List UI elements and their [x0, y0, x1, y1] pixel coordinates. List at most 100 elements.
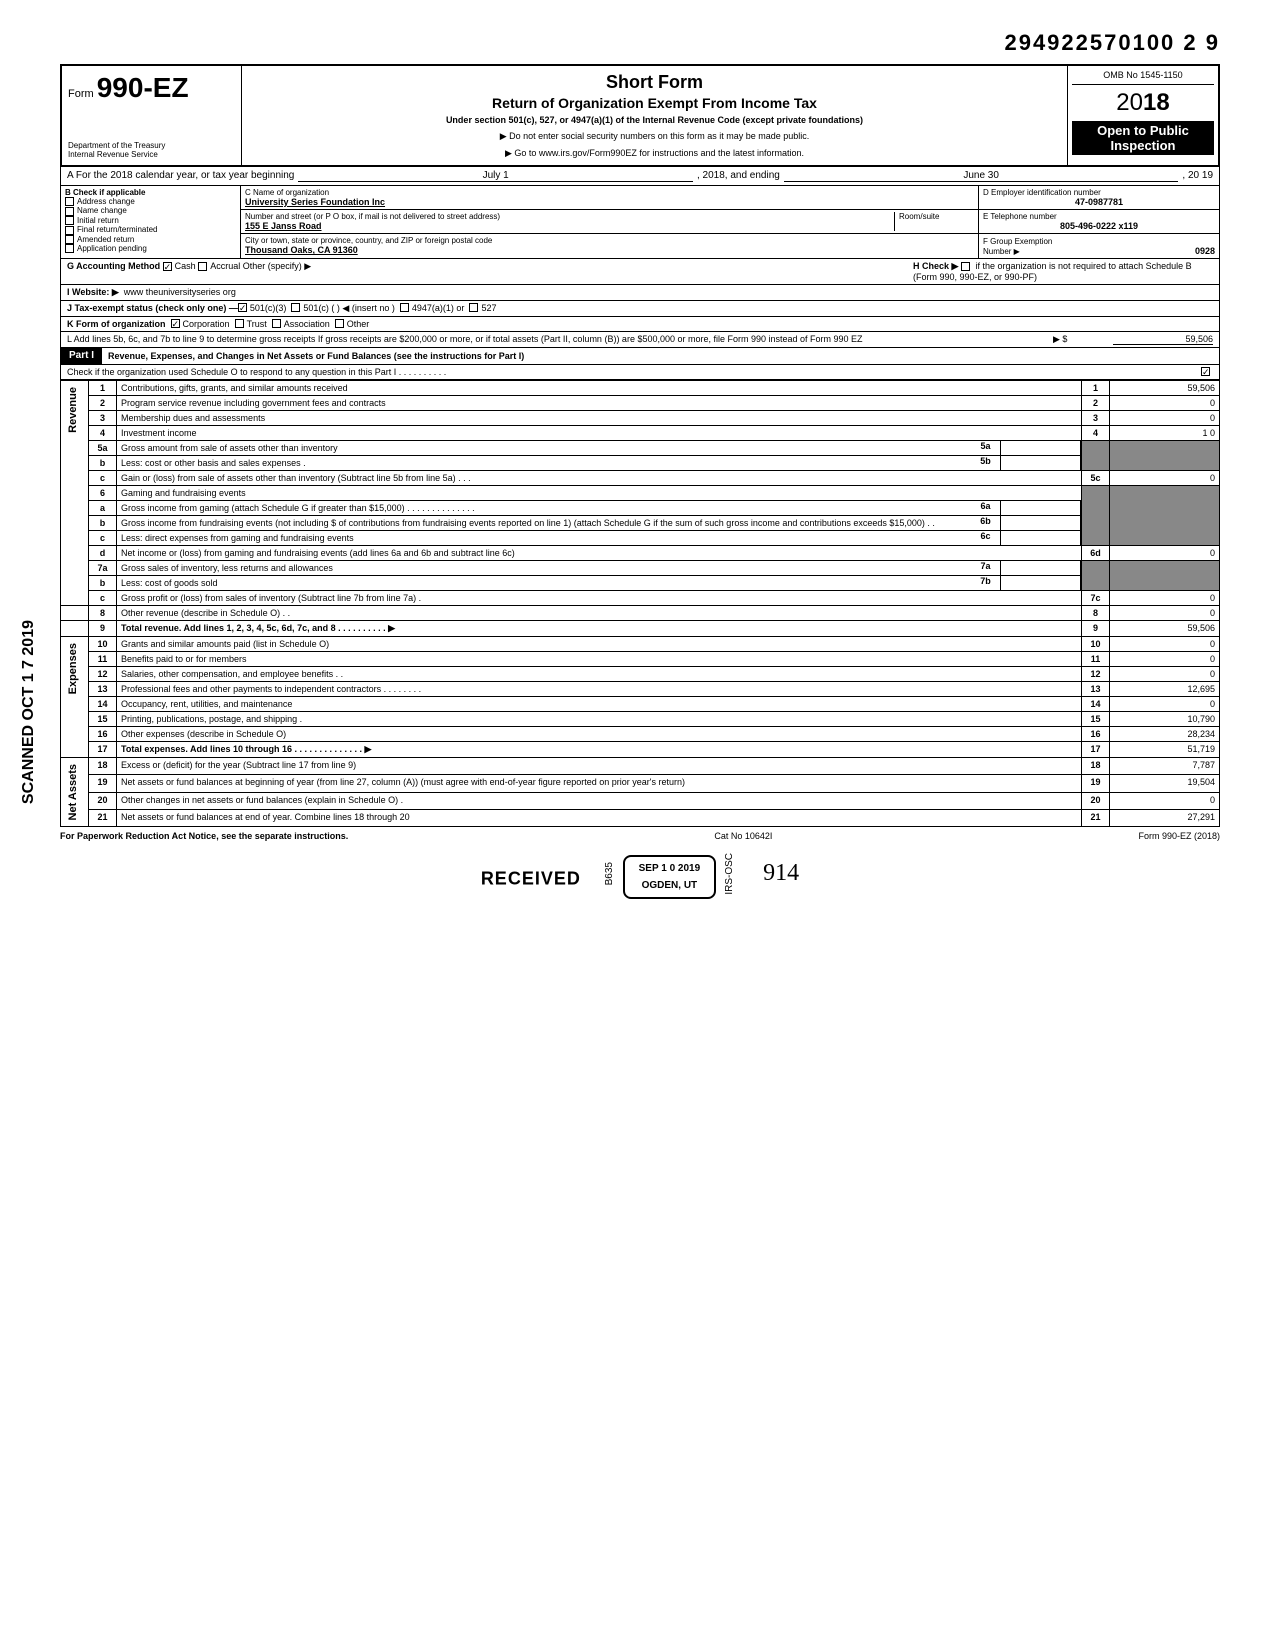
section-expenses: Expenses [65, 639, 81, 698]
l5b-iln: 5b [971, 456, 1001, 470]
org-name: University Series Foundation Inc [245, 197, 974, 207]
cb-amended[interactable] [65, 235, 74, 244]
open-public-2: Inspection [1074, 138, 1212, 153]
b635-stamp: B635 [604, 862, 615, 885]
l5a-num: 5a [89, 441, 117, 456]
l14-ln: 14 [1082, 697, 1110, 712]
cb-final-return[interactable] [65, 226, 74, 235]
cb-501c3[interactable] [238, 303, 247, 312]
l5c-num: c [89, 471, 117, 486]
irs-osc-stamp: IRS-OSC [724, 853, 735, 895]
l17-amt: 51,719 [1110, 742, 1220, 758]
l18-desc: Excess or (deficit) for the year (Subtra… [117, 758, 1082, 775]
cb-association[interactable] [272, 319, 281, 328]
lbl-527: 527 [481, 303, 496, 314]
cb-address-change[interactable] [65, 197, 74, 206]
l20-desc: Other changes in net assets or fund bala… [117, 792, 1082, 809]
l9-ln: 9 [1082, 621, 1110, 637]
l6d-num: d [89, 546, 117, 561]
l19-ln: 19 [1082, 775, 1110, 792]
l15-ln: 15 [1082, 712, 1110, 727]
lbl-corporation: Corporation [183, 319, 230, 329]
l7b-iamt [1001, 576, 1081, 590]
l5a-desc: Gross amount from sale of assets other t… [117, 441, 971, 455]
l16-num: 16 [89, 727, 117, 742]
l3-amt: 0 [1110, 411, 1220, 426]
document-number: 294922570100 2 9 [60, 30, 1220, 56]
cb-trust[interactable] [235, 319, 244, 328]
l5a-iamt [1001, 441, 1081, 455]
l8-ln: 8 [1082, 606, 1110, 621]
l14-amt: 0 [1110, 697, 1220, 712]
lbl-app-pending: Application pending [77, 244, 147, 253]
cb-accrual[interactable] [198, 262, 207, 271]
l6a-iamt [1001, 501, 1081, 515]
row-l-arrow: ▶ $ [1053, 334, 1113, 345]
lbl-amended: Amended return [77, 235, 134, 244]
l4-ln: 4 [1082, 426, 1110, 441]
part1-check-line: Check if the organization used Schedule … [67, 367, 1201, 377]
tax-year: 20201818 [1072, 89, 1214, 117]
group-num: 0928 [1195, 246, 1215, 256]
cb-app-pending[interactable] [65, 244, 74, 253]
group-num-label: Number ▶ [983, 247, 1020, 256]
l15-amt: 10,790 [1110, 712, 1220, 727]
cb-527[interactable] [469, 303, 478, 312]
l13-ln: 13 [1082, 682, 1110, 697]
l7a-num: 7a [89, 561, 117, 576]
l12-num: 12 [89, 667, 117, 682]
cb-corporation[interactable] [171, 319, 180, 328]
lbl-initial-return: Initial return [77, 216, 119, 225]
lbl-final-return: Final return/terminated [77, 225, 157, 234]
cb-initial-return[interactable] [65, 216, 74, 225]
l5c-desc: Gain or (loss) from sale of assets other… [117, 471, 1082, 486]
cb-other-org[interactable] [335, 319, 344, 328]
l5b-num: b [89, 456, 117, 471]
l13-desc: Professional fees and other payments to … [117, 682, 1082, 697]
cb-501c[interactable] [291, 303, 300, 312]
l9-desc: Total revenue. Add lines 1, 2, 3, 4, 5c,… [117, 621, 1082, 637]
room-label: Room/suite [899, 212, 974, 221]
lbl-name-change: Name change [77, 206, 127, 215]
footer-right: Form 990-EZ (2018) [1138, 831, 1220, 841]
line-a: A For the 2018 calendar year, or tax yea… [60, 167, 1220, 186]
title-short-form: Short Form [248, 72, 1061, 93]
box-c-city-label: City or town, state or province, country… [245, 236, 974, 245]
section-revenue: Revenue [65, 383, 81, 437]
l12-desc: Salaries, other compensation, and employ… [117, 667, 1082, 682]
ein-value: 47-0987781 [983, 197, 1215, 207]
cb-name-change[interactable] [65, 207, 74, 216]
l13-num: 13 [89, 682, 117, 697]
cb-cash[interactable] [163, 262, 172, 271]
l18-num: 18 [89, 758, 117, 775]
cb-schedule-b[interactable] [961, 262, 970, 271]
part1-label: Part I [61, 348, 102, 364]
cb-schedule-o[interactable] [1201, 367, 1210, 376]
l1-amt: 59,506 [1110, 381, 1220, 396]
l6c-iamt [1001, 531, 1081, 545]
received-stamp: RECEIVED [481, 869, 581, 889]
lbl-address-change: Address change [77, 197, 135, 206]
l7c-num: c [89, 591, 117, 606]
l14-desc: Occupancy, rent, utilities, and maintena… [117, 697, 1082, 712]
l10-desc: Grants and similar amounts paid (list in… [117, 637, 1082, 652]
l21-desc: Net assets or fund balances at end of ye… [117, 810, 1082, 827]
l2-desc: Program service revenue including govern… [117, 396, 1082, 411]
l20-ln: 20 [1082, 792, 1110, 809]
cb-4947[interactable] [400, 303, 409, 312]
open-public-1: Open to Public [1074, 123, 1212, 138]
l6b-iln: 6b [971, 516, 1001, 530]
title-return: Return of Organization Exempt From Incom… [248, 95, 1061, 111]
l6c-iln: 6c [971, 531, 1001, 545]
l6c-num: c [89, 531, 117, 546]
l5c-amt: 0 [1110, 471, 1220, 486]
row-l-amount: 59,506 [1113, 334, 1213, 345]
l2-ln: 2 [1082, 396, 1110, 411]
phone-value: 805-496-0222 x119 [983, 221, 1215, 231]
phone-label: E Telephone number [983, 212, 1215, 221]
l18-amt: 7,787 [1110, 758, 1220, 775]
l15-desc: Printing, publications, postage, and shi… [117, 712, 1082, 727]
part1-title: Revenue, Expenses, and Changes in Net As… [102, 348, 1219, 364]
l7a-desc: Gross sales of inventory, less returns a… [117, 561, 971, 575]
l3-num: 3 [89, 411, 117, 426]
